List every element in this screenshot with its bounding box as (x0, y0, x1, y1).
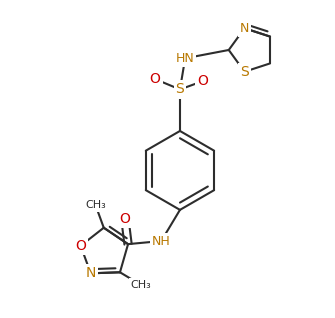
Text: HN: HN (176, 52, 195, 65)
Text: CH₃: CH₃ (85, 200, 106, 210)
Text: S: S (176, 82, 184, 96)
Text: O: O (150, 72, 160, 86)
Text: O: O (197, 74, 208, 88)
Text: CH₃: CH₃ (130, 280, 151, 290)
Text: S: S (240, 65, 249, 79)
Text: O: O (75, 239, 86, 253)
Text: O: O (120, 212, 130, 226)
Text: N: N (85, 266, 96, 280)
Text: NH: NH (152, 234, 171, 247)
Text: N: N (240, 22, 249, 35)
